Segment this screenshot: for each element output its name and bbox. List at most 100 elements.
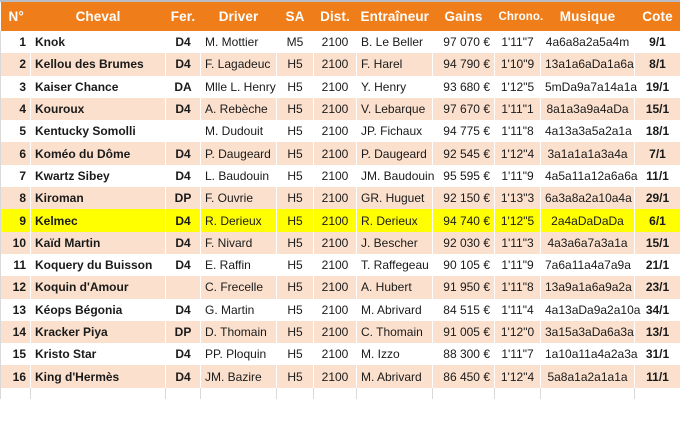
cell-sa: H5 <box>276 187 314 210</box>
column-header-sa[interactable]: SA <box>276 2 314 31</box>
cell-sa: H5 <box>276 298 314 321</box>
cell-entraineur: M. Izzo <box>356 343 433 366</box>
spacer-cell <box>200 387 277 399</box>
column-header-fer[interactable]: Fer. <box>165 2 201 31</box>
cell-chrono: 1'12"4 <box>494 142 541 165</box>
cell-dist: 2100 <box>313 343 357 366</box>
cell-num: 10 <box>0 231 31 254</box>
cell-entraineur: M. Abrivard <box>356 365 433 388</box>
cell-cote: 21/1 <box>634 253 680 277</box>
column-header-musique[interactable]: Musique <box>540 2 635 31</box>
cell-num: 4 <box>0 97 31 121</box>
cell-dist: 2100 <box>313 53 357 76</box>
cell-gains: 95 595 € <box>432 164 495 188</box>
column-header-dist[interactable]: Dist. <box>313 2 357 31</box>
cell-sa: H5 <box>276 209 314 232</box>
cell-fer: D4 <box>165 365 201 388</box>
cell-driver: P. Daugeard <box>200 142 277 165</box>
cell-chrono: 1'11"7 <box>494 31 541 54</box>
cell-cheval: Koquery du Buisson <box>30 253 166 277</box>
spacer-cell <box>634 387 680 399</box>
cell-driver: R. Derieux <box>200 209 277 232</box>
cell-num: 7 <box>0 164 31 188</box>
cell-musique: 3a1a1a1a3a4a <box>540 142 635 165</box>
table-row[interactable]: 11 Koquery du Buisson D4 E. Raffin H5 2100 T. … <box>0 253 680 277</box>
cell-dist: 2100 <box>313 31 357 54</box>
cell-fer: D4 <box>165 343 201 366</box>
cell-sa: H5 <box>276 142 314 165</box>
column-header-driver[interactable]: Driver <box>200 2 277 31</box>
cell-gains: 94 790 € <box>432 53 495 76</box>
table-row[interactable]: 16 King d'Hermès D4 JM. Bazire H5 2100 M. Abri… <box>0 365 680 388</box>
column-header-gains[interactable]: Gains <box>432 2 495 31</box>
spacer-cell <box>356 387 433 399</box>
cell-num: 9 <box>0 209 31 232</box>
cell-fer: D4 <box>165 164 201 188</box>
cell-chrono: 1'12"5 <box>494 75 541 98</box>
cell-chrono: 1'11"9 <box>494 164 541 188</box>
cell-sa: H5 <box>276 253 314 277</box>
cell-cote: 13/1 <box>634 320 680 344</box>
cell-musique: 7a6a11a4a7a9a <box>540 253 635 277</box>
cell-cheval: Koméo du Dôme <box>30 142 166 165</box>
spacer-cell <box>494 387 541 399</box>
cell-musique: 8a1a3a9a4aDa <box>540 97 635 121</box>
cell-entraineur: V. Lebarque <box>356 97 433 121</box>
cell-cheval: Kouroux <box>30 97 166 121</box>
cell-musique: 4a3a6a7a3a1a <box>540 231 635 254</box>
cell-fer: D4 <box>165 53 201 76</box>
cell-cote: 15/1 <box>634 231 680 254</box>
cell-gains: 84 515 € <box>432 298 495 321</box>
cell-musique: 5mDa9a7a14a1a <box>540 75 637 98</box>
cell-chrono: 1'11"9 <box>494 253 541 277</box>
cell-cheval: Kiroman <box>30 187 166 210</box>
table-row[interactable]: 9 Kelmec D4 R. Derieux H5 2100 R. Derieux 94 74… <box>0 209 680 232</box>
cell-musique: 13a9a1a6a9a2a <box>540 276 635 299</box>
cell-fer: DA <box>165 75 201 98</box>
cell-fer: D4 <box>165 142 201 165</box>
table-row[interactable]: 13 Kéops Bégonia D4 G. Martin H5 2100 M. Abriv… <box>0 298 680 321</box>
column-header-num[interactable]: N° <box>0 2 31 31</box>
header-row: N° Cheval Fer. Driver SA Dist. Entraîneu… <box>0 2 680 31</box>
cell-driver: F. Ouvrie <box>200 187 277 210</box>
table-row[interactable]: 8 Kiroman DP F. Ouvrie H5 2100 GR. Huguet 92 15… <box>0 187 680 210</box>
cell-num: 11 <box>0 253 31 277</box>
cell-cote: 15/1 <box>634 97 680 121</box>
cell-entraineur: P. Daugeard <box>356 142 433 165</box>
column-header-chrono[interactable]: Chrono. <box>494 2 543 31</box>
table-row[interactable]: 12 Koquin d'Amour C. Frecelle H5 2100 A. Hube… <box>0 276 680 299</box>
table-row[interactable]: 4 Kouroux D4 A. Rebèche H5 2100 V. Lebarque 97 … <box>0 97 680 121</box>
table-row[interactable]: 6 Koméo du Dôme D4 P. Daugeard H5 2100 P. Daug… <box>0 142 680 165</box>
cell-fer: D4 <box>165 97 201 121</box>
cell-cote: 11/1 <box>634 365 680 388</box>
table-row[interactable]: 3 Kaiser Chance DA Mlle L. Henry H5 2100 Y. He… <box>0 75 680 98</box>
cell-sa: H5 <box>276 320 314 344</box>
cell-cheval: Knok <box>30 31 166 54</box>
column-header-cheval[interactable]: Cheval <box>30 2 166 31</box>
spacer-cell <box>432 387 495 399</box>
table-row[interactable]: 15 Kristo Star D4 PP. Ploquin H5 2100 M. Izzo 8… <box>0 343 680 366</box>
cell-dist: 2100 <box>313 209 357 232</box>
column-header-cote[interactable]: Cote <box>634 2 680 31</box>
column-header-entraineur[interactable]: Entraîneur <box>356 2 433 31</box>
cell-num: 3 <box>0 75 31 98</box>
table-row[interactable]: 2 Kellou des Brumes D4 F. Lagadeuc H5 2100 F. … <box>0 53 680 76</box>
cell-chrono: 1'12"4 <box>494 365 541 388</box>
cell-musique: 6a3a8a2a10a4a <box>540 187 635 210</box>
table-row[interactable]: 1 Knok D4 M. Mottier M5 2100 B. Le Beller 97 07… <box>0 31 680 54</box>
table-body: 1 Knok D4 M. Mottier M5 2100 B. Le Beller 97 07… <box>0 31 680 399</box>
cell-gains: 94 775 € <box>432 120 495 143</box>
cell-num: 1 <box>0 31 31 54</box>
spacer-cell <box>540 387 635 399</box>
table-row[interactable]: 7 Kwartz Sibey D4 L. Baudouin H5 2100 JM. Baud… <box>0 164 680 188</box>
table-footer-spacer <box>0 387 680 399</box>
table-row[interactable]: 5 Kentucky Somolli M. Dudouit H5 2100 JP. Fic… <box>0 120 680 143</box>
table-row[interactable]: 14 Kracker Piya DP D. Thomain H5 2100 C. Thoma… <box>0 320 680 344</box>
cell-dist: 2100 <box>313 365 357 388</box>
cell-fer: D4 <box>165 209 201 232</box>
cell-entraineur: B. Le Beller <box>356 31 433 54</box>
cell-cheval: Kracker Piya <box>30 320 166 344</box>
cell-entraineur: M. Abrivard <box>356 298 433 321</box>
table-row[interactable]: 10 Kaïd Martin D4 F. Nivard H5 2100 J. Bescher… <box>0 231 680 254</box>
